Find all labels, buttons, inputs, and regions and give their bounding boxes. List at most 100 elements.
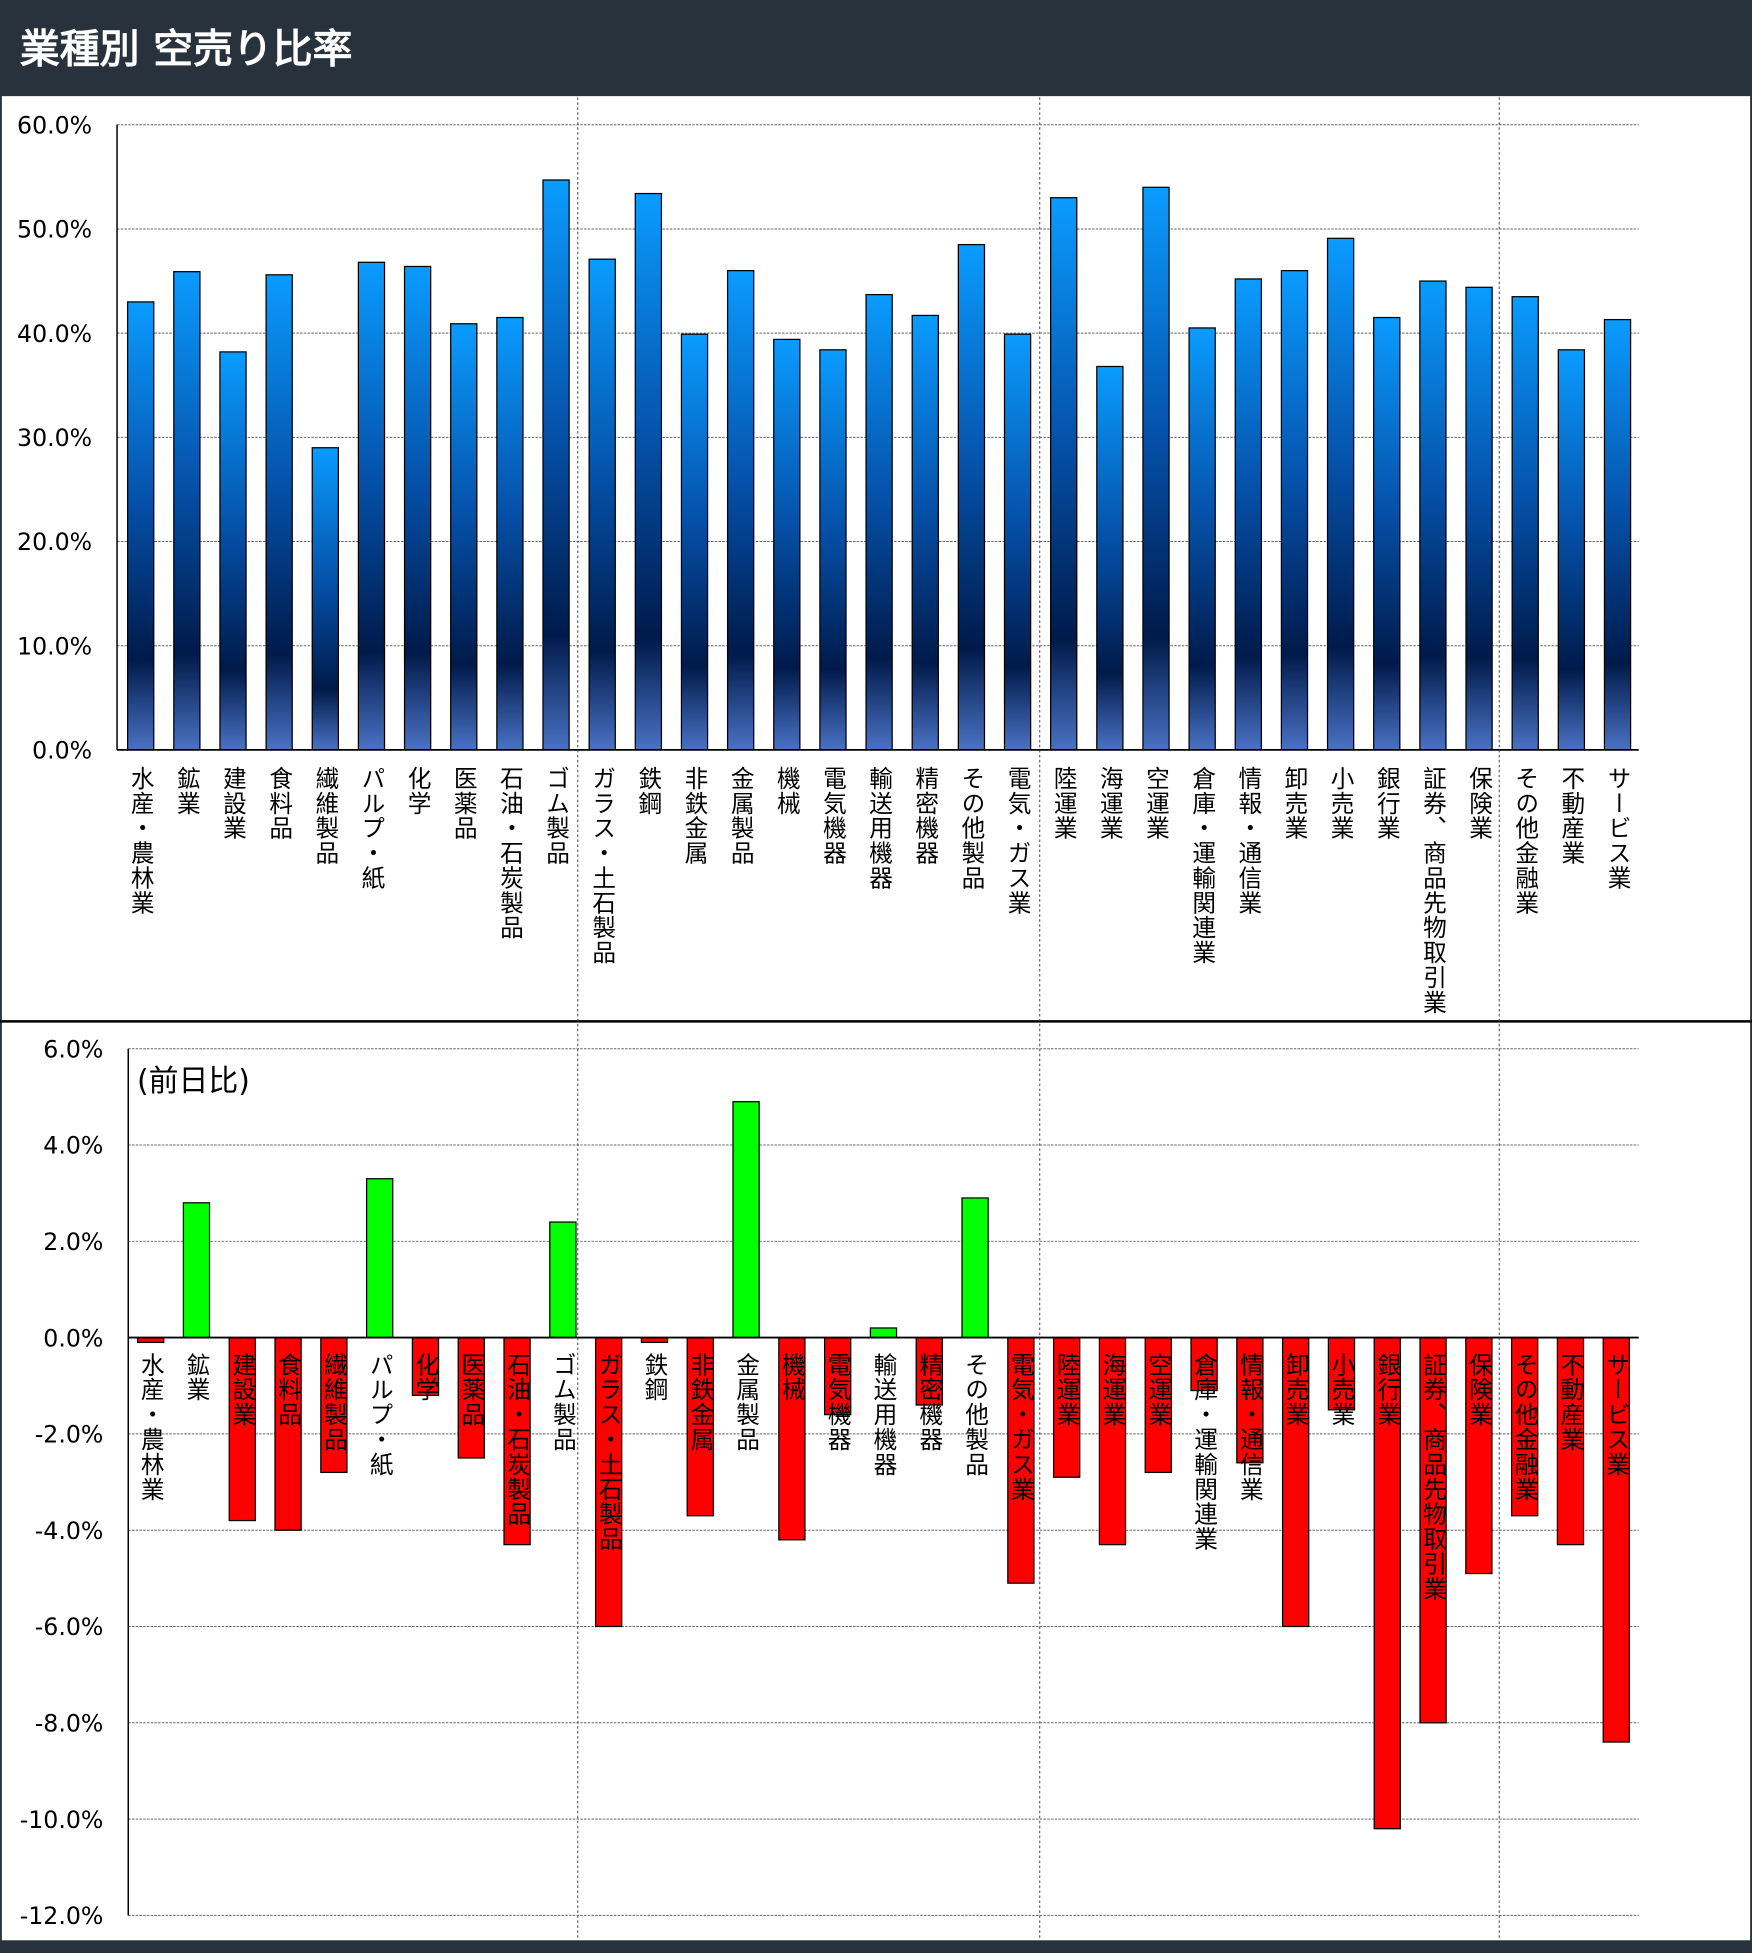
category-label: 医薬品 <box>457 1353 485 1428</box>
category-label: 水産・農林業 <box>127 766 155 916</box>
bar <box>1603 318 1632 751</box>
category-label: ゴム製品 <box>542 766 570 866</box>
y-tick-label: 6.0% <box>43 1035 103 1063</box>
category-label: 海運業 <box>1098 1352 1126 1427</box>
bar <box>1511 296 1539 751</box>
bar <box>1373 316 1401 751</box>
bar <box>1003 333 1032 751</box>
bar <box>357 261 386 751</box>
y-tick-label: 30.0% <box>17 424 92 452</box>
bar <box>228 1336 256 1522</box>
bar <box>869 1327 898 1339</box>
category-label: パルプ・紙 <box>357 766 385 890</box>
y-tick-label: 20.0% <box>17 528 92 556</box>
category-label: 倉庫・運輸関連業 <box>1190 1352 1218 1551</box>
category-label: 食料品 <box>274 1352 302 1427</box>
category-label: 鉄鋼 <box>640 1352 668 1402</box>
category-label: その他金融業 <box>1511 1353 1539 1502</box>
bar <box>957 243 986 751</box>
category-label: ガラス・土石製品 <box>588 766 616 965</box>
ratio-chart: 0.0% 10.0% 20.0% 30.0% 40.0% 50.0% 60.0% 水産・農林業… <box>17 111 1639 1015</box>
category-label: 機械 <box>773 766 801 816</box>
bar <box>1188 327 1216 751</box>
category-label: 保険業 <box>1465 766 1493 841</box>
bar <box>1510 1336 1539 1517</box>
category-label: 精密機器 <box>911 766 939 866</box>
y-tick-label: -8.0% <box>35 1710 104 1738</box>
bar <box>1281 1336 1310 1628</box>
category-label: 情報・通信業 <box>1234 766 1262 916</box>
bar <box>1098 1336 1127 1546</box>
category-label: 電気機器 <box>819 766 847 866</box>
category-label: 鉄鋼 <box>634 766 662 816</box>
category-label: 化学 <box>411 1352 439 1402</box>
bar <box>1007 1336 1035 1584</box>
category-label: 銀行業 <box>1373 766 1401 841</box>
category-label: 精密機器 <box>915 1352 943 1452</box>
bar <box>1052 1336 1081 1478</box>
category-label: 輸送用機器 <box>869 1352 897 1477</box>
bar <box>1465 1336 1493 1575</box>
y-tick-label: 0.0% <box>43 1324 103 1352</box>
y-tick-label: -4.0% <box>35 1517 104 1545</box>
category-label: 不動産業 <box>1557 766 1585 866</box>
bar <box>1419 1336 1447 1724</box>
category-label: 電気・ガス業 <box>1007 1353 1035 1502</box>
bar <box>588 258 616 751</box>
bar <box>686 1336 714 1517</box>
footer-bar <box>0 1940 1752 1953</box>
bar <box>1602 1336 1630 1743</box>
category-label: 食料品 <box>265 766 293 841</box>
bar <box>496 316 524 751</box>
category-label: 繊維製品 <box>311 766 339 866</box>
category-label: サービス業 <box>1602 1353 1630 1477</box>
category-label: ゴム製品 <box>549 1352 577 1452</box>
y-tick-label: -12.0% <box>20 1902 104 1930</box>
bar <box>634 192 663 751</box>
category-label: 鉱業 <box>173 766 201 816</box>
bar <box>1236 1336 1264 1464</box>
bar <box>1234 278 1263 751</box>
y-tick-label: 10.0% <box>17 632 92 660</box>
category-label: 金属製品 <box>732 1352 760 1452</box>
bar <box>1050 197 1078 751</box>
y-tick-label: -2.0% <box>35 1421 104 1449</box>
bar <box>403 265 432 751</box>
bar <box>773 338 801 751</box>
bar <box>1327 1336 1356 1411</box>
bar <box>1557 349 1586 751</box>
category-label: 石油・石炭製品 <box>503 1353 531 1527</box>
bar <box>961 1197 989 1339</box>
bar <box>320 1336 348 1474</box>
category-label: 陸運業 <box>1053 1352 1081 1427</box>
category-label: 卸売業 <box>1280 766 1308 841</box>
y-tick-label: -6.0% <box>35 1613 104 1641</box>
y-tick-label: -10.0% <box>20 1806 104 1834</box>
bar <box>726 270 755 751</box>
category-label: 医薬品 <box>450 766 478 841</box>
bar <box>265 274 293 751</box>
category-label: 証券、商品先物取引業 <box>1419 1352 1447 1601</box>
y-tick-label: 40.0% <box>17 320 92 348</box>
change-chart-title: (前日比) <box>137 1064 250 1099</box>
bar <box>219 351 247 751</box>
bar <box>542 179 570 751</box>
category-label: パルプ・紙 <box>366 1353 394 1477</box>
bar <box>1144 1336 1172 1474</box>
bar <box>503 1336 531 1546</box>
category-label: 小売業 <box>1327 766 1355 841</box>
bar <box>311 447 340 751</box>
y-tick-label: 2.0% <box>43 1228 103 1256</box>
category-label: 電気・ガス業 <box>1004 766 1032 915</box>
page-title: 業種別 空売り比率 <box>20 27 353 73</box>
y-tick-label: 60.0% <box>17 111 92 139</box>
y-tick-label: 50.0% <box>17 216 92 244</box>
bar <box>732 1101 760 1339</box>
bar <box>1280 270 1309 751</box>
category-label: 水産・農林業 <box>137 1352 165 1502</box>
bar <box>182 1202 211 1339</box>
category-label: 証券、商品先物取引業 <box>1419 766 1447 1015</box>
category-label: その他製品 <box>957 766 985 890</box>
bar <box>365 1178 394 1339</box>
